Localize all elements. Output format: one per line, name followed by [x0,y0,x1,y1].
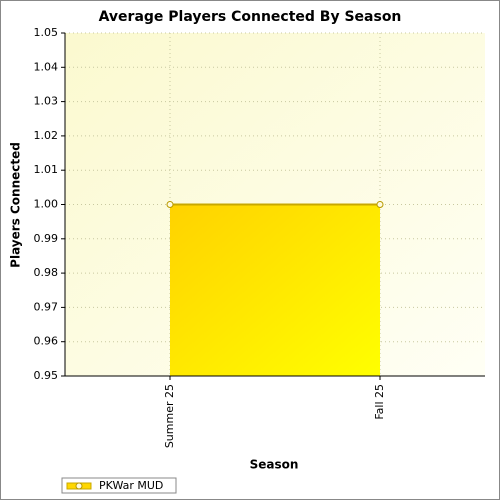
point [166,201,174,208]
y-tick-label: 0.96 [34,335,59,348]
y-tick-label: 0.95 [34,369,59,382]
x-axis-title: Season [250,458,299,472]
legend-label: PKWar MUD [99,479,163,492]
y-tick-label: 0.98 [34,266,59,279]
y-tick-label: 0.99 [34,232,59,245]
x-tick-label: Summer 25 [163,384,176,448]
y-tick-label: 1.05 [34,26,59,39]
point [376,201,384,208]
legend-marker [75,482,83,490]
y-tick-label: 0.97 [34,300,59,313]
chart-title: Average Players Connected By Season [99,9,402,25]
y-tick-label: 1.04 [34,60,59,73]
y-tick-label: 1.00 [34,198,59,211]
y-tick-label: 1.02 [34,129,59,142]
x-tick-label: Fall 25 [373,384,386,420]
y-axis-title: Players Connected [9,142,23,268]
y-tick-label: 1.01 [34,163,59,176]
y-tick-label: 1.03 [34,95,59,108]
area [170,204,380,376]
